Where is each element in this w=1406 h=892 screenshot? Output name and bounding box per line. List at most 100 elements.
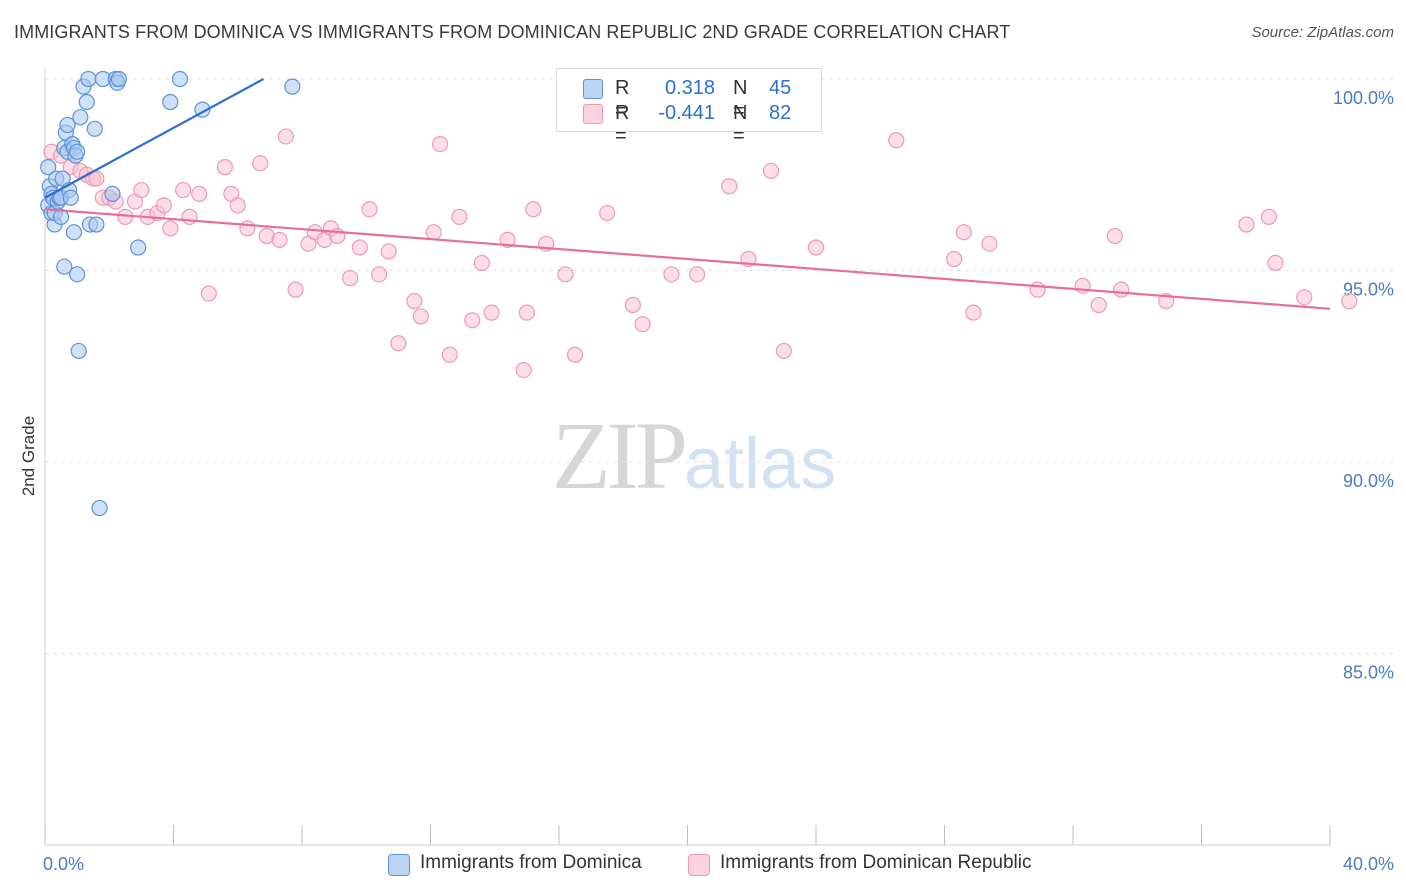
point-dominican-republic [599, 204, 616, 222]
point-dominican-republic [406, 293, 423, 310]
point-dominica [130, 239, 147, 256]
legend-swatch-dominican-republic [583, 104, 603, 124]
point-dominican-republic [271, 231, 288, 248]
point-dominica [104, 185, 121, 202]
n-label: N = [733, 77, 748, 122]
r-label: R = [615, 77, 630, 122]
point-dominican-republic [239, 220, 256, 237]
legend-swatch-dominica [388, 854, 410, 876]
legend-swatch-dominica [583, 79, 603, 99]
watermark-zip: ZIP [552, 402, 688, 509]
legend-label-dominica: Immigrants from Dominica [420, 852, 642, 873]
point-dominican-republic [634, 316, 651, 333]
point-dominican-republic [518, 304, 535, 321]
point-dominican-republic [1260, 208, 1278, 225]
point-dominica [78, 93, 95, 111]
x-tick-label: 40.0% [1343, 854, 1394, 874]
point-dominican-republic [721, 178, 738, 195]
y-axis-label: 2nd Grade [19, 416, 38, 496]
point-dominican-republic [88, 170, 105, 187]
point-dominica [62, 189, 79, 206]
point-dominican-republic [252, 155, 269, 172]
point-dominican-republic [499, 231, 516, 248]
point-dominican-republic [451, 208, 468, 225]
point-dominican-republic [473, 254, 490, 271]
n-value: 82 [769, 102, 792, 124]
point-dominican-republic [441, 346, 458, 363]
point-dominican-republic [162, 220, 179, 237]
source-label: Source: ZipAtlas.com [1251, 24, 1394, 41]
point-dominican-republic [287, 281, 304, 298]
point-dominican-republic [775, 342, 792, 360]
grid-lines [45, 78, 1394, 654]
point-dominican-republic [566, 346, 584, 363]
r-value: -0.441 [658, 102, 715, 124]
point-dominica [110, 70, 127, 88]
chart-title: IMMIGRANTS FROM DOMINICA VS IMMIGRANTS F… [14, 22, 1011, 42]
point-dominican-republic [525, 201, 542, 218]
point-dominican-republic [181, 208, 198, 225]
point-dominican-republic [1341, 293, 1358, 310]
trend-lines [44, 78, 1331, 310]
point-dominica [284, 78, 301, 95]
point-dominican-republic [133, 181, 150, 199]
point-dominica [171, 70, 189, 88]
point-dominican-republic [277, 128, 295, 145]
tick-labels: 100.0% 95.0% 90.0% 85.0% 0.0% 40.0% [43, 88, 1394, 874]
r-label: R = [615, 102, 630, 147]
point-dominican-republic [946, 250, 963, 268]
point-dominican-republic [1296, 289, 1313, 306]
y-tick-label: 95.0% [1343, 280, 1394, 300]
point-dominica [40, 158, 57, 176]
point-dominican-republic [981, 235, 998, 252]
point-dominican-republic [380, 243, 397, 260]
legend-label-dominican-republic: Immigrants from Dominican Republic [720, 852, 1032, 873]
point-dominica [88, 216, 105, 233]
r-value: 0.318 [664, 77, 715, 99]
point-dominican-republic [1106, 227, 1123, 245]
x-tick-label: 0.0% [43, 854, 84, 874]
point-dominican-republic [624, 296, 641, 314]
y-tick-label: 85.0% [1343, 663, 1394, 683]
data-points [40, 70, 1358, 517]
n-value: 45 [769, 77, 792, 99]
point-dominican-republic [229, 197, 246, 214]
point-dominican-republic [155, 197, 172, 214]
point-dominican-republic [216, 158, 233, 176]
point-dominica [70, 342, 87, 360]
point-dominican-republic [515, 361, 532, 379]
point-dominican-republic [390, 335, 407, 352]
point-dominica [69, 266, 86, 283]
point-dominica [91, 499, 108, 517]
point-dominican-republic [425, 224, 442, 241]
point-dominica [59, 116, 76, 134]
point-dominican-republic [371, 266, 388, 283]
point-dominican-republic [1238, 216, 1255, 233]
point-dominican-republic [351, 239, 368, 256]
point-dominican-republic [1113, 281, 1130, 298]
point-dominican-republic [342, 270, 359, 287]
point-dominican-republic [888, 132, 905, 149]
point-dominican-republic [191, 185, 208, 202]
point-dominican-republic [175, 181, 192, 199]
watermark-atlas: atlas [684, 424, 837, 504]
point-dominican-republic [1267, 254, 1284, 271]
point-dominican-republic [361, 201, 378, 218]
point-dominica [86, 120, 103, 137]
point-dominican-republic [412, 308, 429, 325]
y-tick-label: 90.0% [1343, 471, 1394, 491]
point-dominica [80, 70, 97, 88]
point-dominican-republic [464, 312, 481, 329]
legend-swatch-dominican-republic [688, 854, 710, 876]
stats-legend: R = 0.318 N = 45 R = -0.441 N = 82 [556, 68, 822, 147]
point-dominica [162, 93, 179, 111]
point-dominican-republic [432, 136, 449, 153]
watermark: ZIPatlas [552, 400, 836, 511]
point-dominica [69, 143, 86, 160]
point-dominican-republic [1029, 281, 1046, 298]
point-dominican-republic [483, 304, 500, 321]
y-tick-label: 100.0% [1333, 88, 1394, 108]
point-dominican-republic [807, 239, 825, 256]
point-dominican-republic [965, 304, 982, 321]
